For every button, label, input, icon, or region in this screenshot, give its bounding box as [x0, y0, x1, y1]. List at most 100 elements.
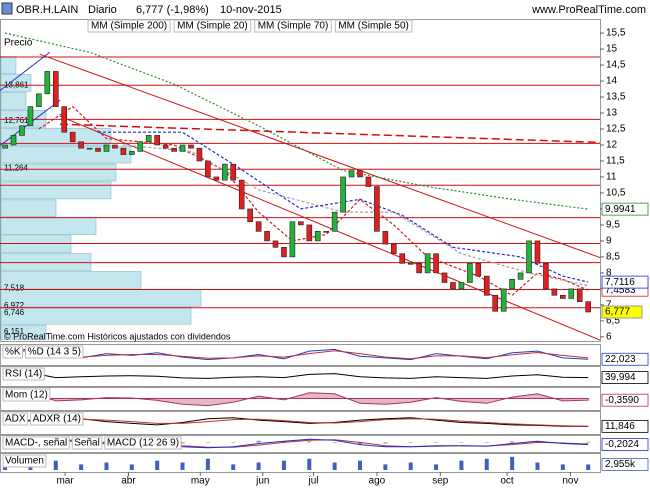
indicator-bar: [459, 442, 464, 443]
legend-entry: MM (Simple 50): [338, 21, 409, 32]
pane-legend-box: [2, 436, 70, 450]
pane-frame: [0, 366, 601, 387]
pane-legend-box: [30, 412, 84, 426]
y-tick-label: 14,5: [606, 60, 626, 71]
candle-body: [213, 176, 220, 181]
indicator-bar: [434, 441, 439, 443]
y-tick-label: 9,5: [606, 220, 620, 231]
indicator-bar: [358, 460, 362, 470]
candle-body: [365, 176, 372, 187]
volume-profile-bar: [0, 324, 47, 340]
indicator-bar: [180, 442, 185, 444]
indicator-line: [5, 349, 589, 360]
indicator-bar: [484, 442, 489, 443]
indicator-value-label-box: [601, 352, 649, 366]
moving-average: [4, 32, 589, 210]
candle-body: [281, 247, 287, 258]
indicator-bar: [79, 464, 84, 470]
indicator-bar: [408, 442, 413, 443]
indicator-bar: [256, 440, 261, 443]
profile-label: 6,746: [4, 308, 25, 317]
candle-body: [238, 179, 245, 210]
x-tick-label: ago: [369, 476, 386, 487]
candle-body: [205, 160, 211, 178]
candle-body: [450, 282, 456, 290]
icon: [1, 2, 13, 15]
candle-body: [230, 163, 237, 181]
y-tick-label: 6,5: [606, 315, 620, 326]
candle-body: [331, 211, 338, 232]
pane-legend-box: [2, 388, 51, 402]
candle-body: [534, 240, 541, 264]
candle-body: [399, 253, 406, 264]
moving-average: [123, 144, 589, 287]
candle-body: [264, 231, 270, 242]
indicator-bar: [307, 458, 312, 470]
symbol: OBR.H.LAIN: [16, 4, 78, 16]
volume-profile-bar: [0, 74, 32, 92]
candle-body: [467, 262, 473, 283]
candle-body: [247, 208, 253, 223]
indicator-bar: [484, 458, 489, 470]
indicator-bar: [459, 460, 464, 470]
candle-body: [162, 144, 169, 149]
indicator-line: [5, 417, 589, 427]
candle-body: [543, 262, 549, 290]
indicator-value-label-box: [601, 419, 649, 433]
candle-body: [517, 272, 524, 280]
candle-body: [255, 221, 262, 232]
indicator-value-label-box: [601, 458, 649, 471]
candle-body: [2, 144, 8, 149]
candle-body: [112, 144, 118, 149]
pane-legend-box: [104, 436, 182, 450]
candle-body: [314, 231, 321, 242]
volume-profile-bar: [0, 56, 17, 74]
pane-legend: ADXR (14): [33, 414, 81, 425]
candle-body: [103, 144, 110, 152]
candle-body: [171, 147, 177, 152]
pane-frame: [0, 435, 601, 453]
pane-title: Precio: [4, 38, 33, 49]
candle-body: [95, 147, 101, 152]
trendline: [39, 53, 601, 259]
profile-label: 11,264: [4, 164, 28, 173]
candle-body: [509, 278, 515, 290]
candle-body: [61, 106, 68, 133]
pane-legend: %D (14 3 5): [28, 347, 81, 358]
candle-body: [221, 163, 228, 181]
candle-body: [44, 71, 51, 95]
indicator-value-label: -0,3590: [605, 395, 639, 406]
indicator-bar: [281, 460, 286, 470]
date: 10-nov-2015: [220, 4, 282, 16]
candle-body: [348, 170, 355, 178]
volume-profile-bar: [0, 235, 72, 253]
trendline: [0, 51, 51, 92]
trendline: [59, 123, 601, 144]
x-tick-label: may: [191, 476, 210, 487]
ma-value-label: 7,7116: [605, 277, 635, 288]
volume-profile-bar: [0, 217, 97, 235]
y-tick-label: 14: [606, 76, 618, 87]
indicator-bar: [586, 464, 591, 470]
candle-body: [289, 221, 296, 258]
profile-label: 12,761: [4, 116, 29, 125]
y-tick-label: 13,5: [606, 92, 626, 103]
pane-legend: Mom (12): [5, 390, 48, 401]
indicator-value-label: 22,023: [605, 354, 636, 365]
last-price: 6,777 (-1,98%): [136, 4, 209, 16]
candle-body: [560, 294, 566, 299]
candle-body: [19, 125, 25, 136]
pane-legend: %K: [5, 347, 21, 358]
indicator-bar: [535, 441, 540, 443]
volume-profile-bar: [0, 253, 92, 271]
candle-body: [69, 131, 76, 143]
candle-body: [145, 135, 152, 143]
indicator-bar: [383, 464, 388, 470]
pane-legend-box: [71, 436, 103, 450]
indicator-bar: [231, 441, 236, 443]
ma-value-label: 9,9941: [605, 204, 636, 215]
volume-profile-bar: [0, 181, 112, 200]
site: www.ProRealTime.com: [531, 4, 646, 16]
candle-body: [391, 243, 397, 255]
indicator-bar: [53, 460, 58, 470]
